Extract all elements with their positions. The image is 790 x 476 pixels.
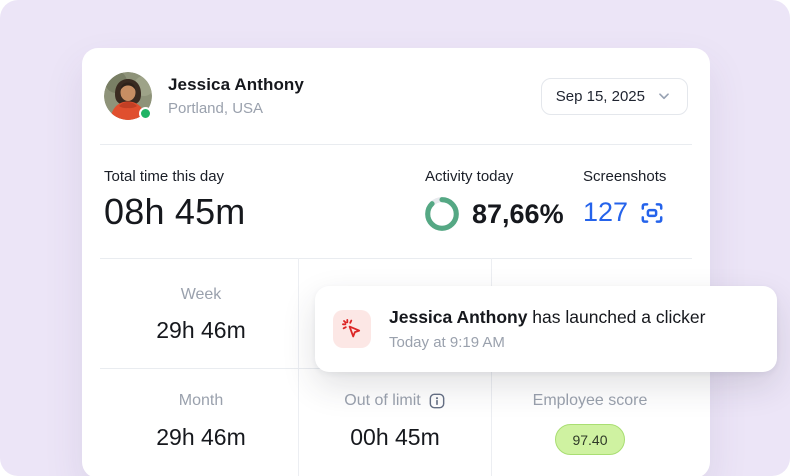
screenshots-label: Screenshots <box>583 168 667 185</box>
month-cell: Month 29h 46m <box>82 368 298 476</box>
toast-title: Jessica Anthony has launched a clicker <box>389 307 705 328</box>
person-location: Portland, USA <box>168 100 264 117</box>
online-status-dot <box>139 107 152 120</box>
stat-total-time: Total time this day 08h 45m <box>104 168 246 233</box>
activity-ring-icon <box>425 197 459 231</box>
identity-block: Jessica Anthony Portland, USA <box>168 75 304 117</box>
week-label: Week <box>180 286 222 303</box>
toast-message: has launched a clicker <box>527 307 706 327</box>
date-selector[interactable]: Sep 15, 2025 <box>540 77 688 115</box>
employee-score-badge: 97.40 <box>555 424 625 455</box>
header-divider <box>100 144 692 145</box>
total-time-label: Total time this day <box>104 168 225 185</box>
activity-label: Activity today <box>425 168 514 185</box>
stat-activity: Activity today 87,66% <box>425 168 564 231</box>
total-time-value: 08h 45m <box>104 191 246 232</box>
chevron-down-icon <box>659 93 669 100</box>
date-selector-value: Sep 15, 2025 <box>555 87 645 105</box>
info-icon[interactable] <box>428 392 446 410</box>
employee-summary-card: Jessica Anthony Portland, USA Sep 15, 20… <box>82 48 710 476</box>
employee-score-label: Employee score <box>532 392 648 409</box>
cursor-click-icon <box>342 319 361 338</box>
out-of-limit-label: Out of limit <box>344 392 421 409</box>
person-name: Jessica Anthony <box>168 75 304 94</box>
stats-row: Total time this day 08h 45m Activity tod… <box>82 144 710 258</box>
out-of-limit-cell: Out of limit 00h 45m <box>298 368 492 476</box>
activity-value: 87,66% <box>472 198 564 229</box>
metrics-grid: Week 29h 46m Month 29h 46m Out of limit <box>82 258 710 476</box>
employee-score-cell: Employee score 97.40 <box>492 368 710 476</box>
grid-row-bottom: Month 29h 46m Out of limit 00h 45m <box>82 368 710 476</box>
screenshot-frame-icon[interactable] <box>639 200 665 226</box>
month-value: 29h 46m <box>156 424 246 450</box>
month-label: Month <box>178 392 224 409</box>
avatar <box>104 72 152 120</box>
week-value: 29h 46m <box>156 317 246 343</box>
card-header: Jessica Anthony Portland, USA Sep 15, 20… <box>82 48 710 144</box>
stat-screenshots: Screenshots 127 <box>583 168 666 228</box>
toast-text-block: Jessica Anthony has launched a clicker T… <box>389 307 705 351</box>
stats-divider <box>100 258 692 259</box>
screenshots-count[interactable]: 127 <box>583 197 629 227</box>
toast-actor: Jessica Anthony <box>389 307 528 327</box>
toast-time: Today at 9:19 AM <box>389 334 505 351</box>
notification-toast[interactable]: Jessica Anthony has launched a clicker T… <box>315 286 777 372</box>
toast-icon-container <box>333 310 371 348</box>
week-cell: Week 29h 46m <box>82 258 298 368</box>
out-of-limit-value: 00h 45m <box>350 424 440 450</box>
